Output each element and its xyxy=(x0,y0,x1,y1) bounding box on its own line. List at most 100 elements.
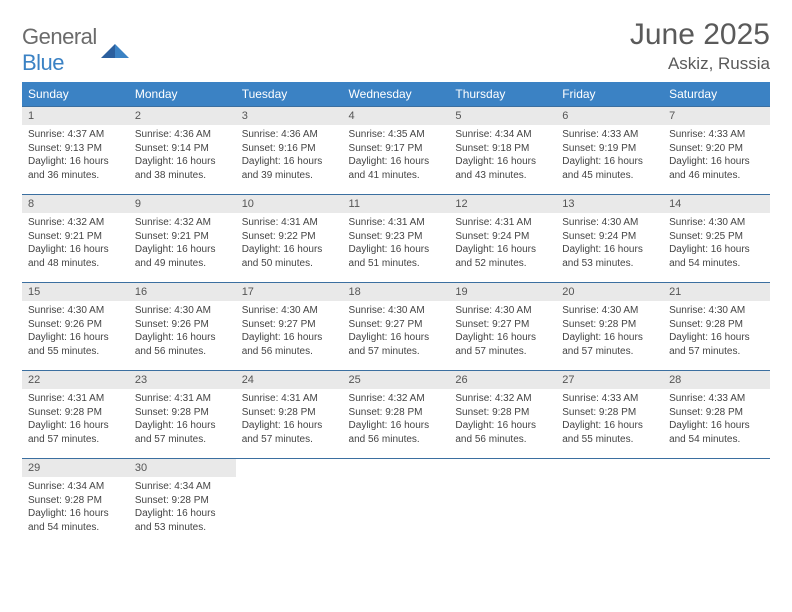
calendar-cell: 10Sunrise: 4:31 AMSunset: 9:22 PMDayligh… xyxy=(236,195,343,283)
calendar-cell xyxy=(556,459,663,547)
sunrise-line: Sunrise: 4:31 AM xyxy=(242,392,337,406)
daylight-line-1: Daylight: 16 hours xyxy=(669,331,764,345)
day-number: 3 xyxy=(236,107,343,125)
weekday-header: Saturday xyxy=(663,82,770,107)
weekday-header: Wednesday xyxy=(343,82,450,107)
sunset-line: Sunset: 9:13 PM xyxy=(28,142,123,156)
weekday-header: Sunday xyxy=(22,82,129,107)
day-body: Sunrise: 4:36 AMSunset: 9:16 PMDaylight:… xyxy=(236,125,343,188)
sunset-line: Sunset: 9:21 PM xyxy=(135,230,230,244)
daylight-line-2: and 54 minutes. xyxy=(28,521,123,535)
brand-part2: Blue xyxy=(22,50,64,75)
day-number: 20 xyxy=(556,283,663,301)
daylight-line-1: Daylight: 16 hours xyxy=(349,419,444,433)
sunrise-line: Sunrise: 4:35 AM xyxy=(349,128,444,142)
brand-text: General Blue xyxy=(22,24,97,76)
brand-logo: General Blue xyxy=(22,18,129,76)
day-body: Sunrise: 4:31 AMSunset: 9:28 PMDaylight:… xyxy=(129,389,236,452)
title-block: June 2025 Askiz, Russia xyxy=(630,18,770,74)
day-number: 25 xyxy=(343,371,450,389)
day-body: Sunrise: 4:31 AMSunset: 9:23 PMDaylight:… xyxy=(343,213,450,276)
weekday-header: Tuesday xyxy=(236,82,343,107)
calendar-cell: 25Sunrise: 4:32 AMSunset: 9:28 PMDayligh… xyxy=(343,371,450,459)
daylight-line-2: and 57 minutes. xyxy=(28,433,123,447)
sunset-line: Sunset: 9:20 PM xyxy=(669,142,764,156)
calendar-cell: 17Sunrise: 4:30 AMSunset: 9:27 PMDayligh… xyxy=(236,283,343,371)
day-number: 11 xyxy=(343,195,450,213)
day-body: Sunrise: 4:31 AMSunset: 9:22 PMDaylight:… xyxy=(236,213,343,276)
daylight-line-2: and 57 minutes. xyxy=(455,345,550,359)
calendar-cell: 27Sunrise: 4:33 AMSunset: 9:28 PMDayligh… xyxy=(556,371,663,459)
day-body: Sunrise: 4:30 AMSunset: 9:25 PMDaylight:… xyxy=(663,213,770,276)
day-number: 12 xyxy=(449,195,556,213)
day-body: Sunrise: 4:32 AMSunset: 9:21 PMDaylight:… xyxy=(22,213,129,276)
sunrise-line: Sunrise: 4:34 AM xyxy=(135,480,230,494)
sunrise-line: Sunrise: 4:30 AM xyxy=(242,304,337,318)
sunset-line: Sunset: 9:18 PM xyxy=(455,142,550,156)
calendar-cell xyxy=(663,459,770,547)
sunrise-line: Sunrise: 4:33 AM xyxy=(562,128,657,142)
sunset-line: Sunset: 9:27 PM xyxy=(455,318,550,332)
sunset-line: Sunset: 9:28 PM xyxy=(28,494,123,508)
day-number: 10 xyxy=(236,195,343,213)
day-body: Sunrise: 4:30 AMSunset: 9:27 PMDaylight:… xyxy=(343,301,450,364)
sunrise-line: Sunrise: 4:36 AM xyxy=(135,128,230,142)
sunset-line: Sunset: 9:24 PM xyxy=(455,230,550,244)
day-body: Sunrise: 4:30 AMSunset: 9:26 PMDaylight:… xyxy=(129,301,236,364)
daylight-line-1: Daylight: 16 hours xyxy=(242,155,337,169)
day-body: Sunrise: 4:33 AMSunset: 9:28 PMDaylight:… xyxy=(663,389,770,452)
calendar-cell xyxy=(236,459,343,547)
daylight-line-2: and 45 minutes. xyxy=(562,169,657,183)
calendar-cell: 15Sunrise: 4:30 AMSunset: 9:26 PMDayligh… xyxy=(22,283,129,371)
day-body: Sunrise: 4:30 AMSunset: 9:28 PMDaylight:… xyxy=(663,301,770,364)
day-body: Sunrise: 4:31 AMSunset: 9:24 PMDaylight:… xyxy=(449,213,556,276)
sunrise-line: Sunrise: 4:31 AM xyxy=(349,216,444,230)
sunrise-line: Sunrise: 4:32 AM xyxy=(135,216,230,230)
calendar-row: 29Sunrise: 4:34 AMSunset: 9:28 PMDayligh… xyxy=(22,459,770,547)
daylight-line-2: and 55 minutes. xyxy=(562,433,657,447)
calendar-cell: 22Sunrise: 4:31 AMSunset: 9:28 PMDayligh… xyxy=(22,371,129,459)
calendar-cell: 3Sunrise: 4:36 AMSunset: 9:16 PMDaylight… xyxy=(236,107,343,195)
sunrise-line: Sunrise: 4:31 AM xyxy=(242,216,337,230)
sunset-line: Sunset: 9:28 PM xyxy=(669,318,764,332)
day-body: Sunrise: 4:30 AMSunset: 9:26 PMDaylight:… xyxy=(22,301,129,364)
calendar-cell: 11Sunrise: 4:31 AMSunset: 9:23 PMDayligh… xyxy=(343,195,450,283)
calendar-cell: 19Sunrise: 4:30 AMSunset: 9:27 PMDayligh… xyxy=(449,283,556,371)
daylight-line-2: and 41 minutes. xyxy=(349,169,444,183)
daylight-line-2: and 53 minutes. xyxy=(562,257,657,271)
calendar-cell: 23Sunrise: 4:31 AMSunset: 9:28 PMDayligh… xyxy=(129,371,236,459)
sunset-line: Sunset: 9:24 PM xyxy=(562,230,657,244)
sunset-line: Sunset: 9:28 PM xyxy=(135,494,230,508)
daylight-line-2: and 56 minutes. xyxy=(242,345,337,359)
day-body: Sunrise: 4:31 AMSunset: 9:28 PMDaylight:… xyxy=(22,389,129,452)
day-body: Sunrise: 4:34 AMSunset: 9:28 PMDaylight:… xyxy=(22,477,129,540)
day-body: Sunrise: 4:30 AMSunset: 9:24 PMDaylight:… xyxy=(556,213,663,276)
location-label: Askiz, Russia xyxy=(630,54,770,74)
sunrise-line: Sunrise: 4:30 AM xyxy=(562,304,657,318)
sunrise-line: Sunrise: 4:30 AM xyxy=(669,304,764,318)
daylight-line-2: and 54 minutes. xyxy=(669,257,764,271)
weekday-header: Thursday xyxy=(449,82,556,107)
sunrise-line: Sunrise: 4:30 AM xyxy=(455,304,550,318)
sunrise-line: Sunrise: 4:33 AM xyxy=(669,392,764,406)
day-number: 8 xyxy=(22,195,129,213)
daylight-line-2: and 57 minutes. xyxy=(135,433,230,447)
sunset-line: Sunset: 9:28 PM xyxy=(562,318,657,332)
daylight-line-1: Daylight: 16 hours xyxy=(455,243,550,257)
sunrise-line: Sunrise: 4:31 AM xyxy=(135,392,230,406)
day-body: Sunrise: 4:33 AMSunset: 9:20 PMDaylight:… xyxy=(663,125,770,188)
daylight-line-2: and 39 minutes. xyxy=(242,169,337,183)
daylight-line-2: and 46 minutes. xyxy=(669,169,764,183)
sunset-line: Sunset: 9:28 PM xyxy=(242,406,337,420)
flag-icon xyxy=(101,38,129,63)
sunset-line: Sunset: 9:28 PM xyxy=(455,406,550,420)
daylight-line-1: Daylight: 16 hours xyxy=(455,155,550,169)
day-number: 2 xyxy=(129,107,236,125)
day-number: 22 xyxy=(22,371,129,389)
day-number: 19 xyxy=(449,283,556,301)
daylight-line-1: Daylight: 16 hours xyxy=(28,155,123,169)
sunset-line: Sunset: 9:28 PM xyxy=(349,406,444,420)
daylight-line-2: and 43 minutes. xyxy=(455,169,550,183)
calendar-cell: 16Sunrise: 4:30 AMSunset: 9:26 PMDayligh… xyxy=(129,283,236,371)
daylight-line-1: Daylight: 16 hours xyxy=(242,243,337,257)
